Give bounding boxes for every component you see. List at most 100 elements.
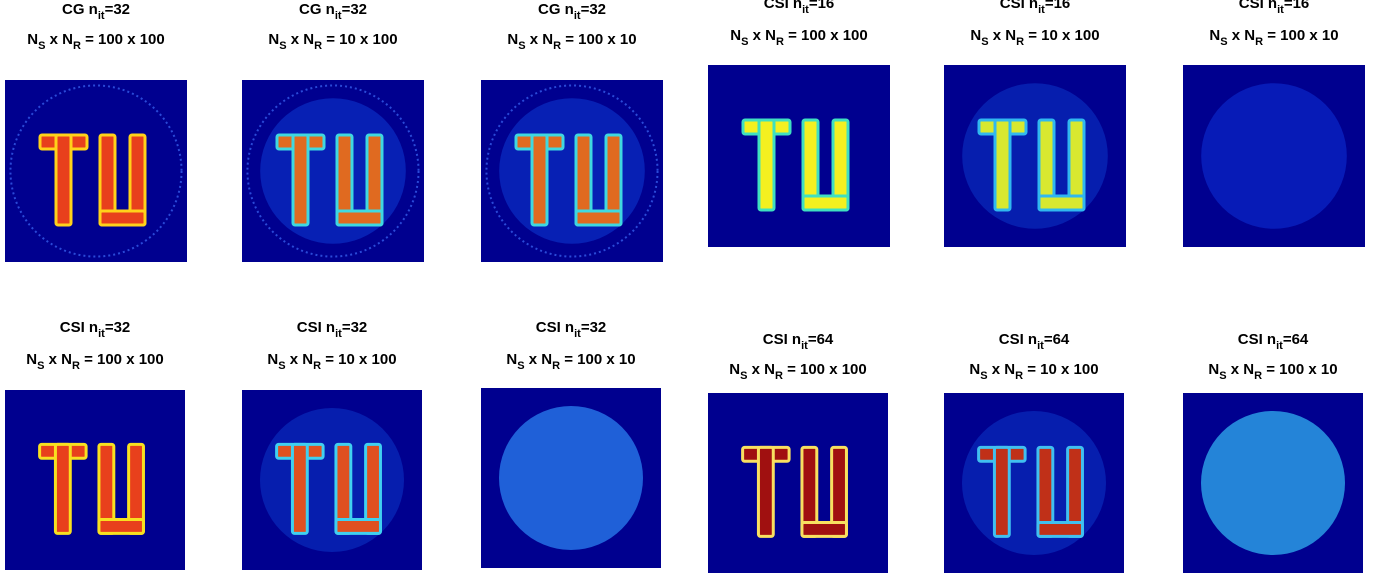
title-text: = 100 x 100 bbox=[81, 31, 165, 48]
image-letter bbox=[336, 520, 381, 534]
title-text: =32 bbox=[581, 319, 606, 336]
title-subscript: R bbox=[776, 36, 784, 48]
title-text: CSI n bbox=[764, 0, 802, 12]
title-text: CSI n bbox=[763, 331, 801, 348]
title-text: = 100 x 100 bbox=[784, 27, 868, 44]
title-text: = 100 x 100 bbox=[80, 351, 164, 368]
panel-title: CG nit=32 bbox=[538, 1, 606, 22]
title-subscript: R bbox=[1255, 36, 1263, 48]
title-subscript: R bbox=[1254, 370, 1262, 382]
image-background bbox=[708, 393, 888, 573]
panel-title: CSI nit=64 bbox=[999, 331, 1070, 352]
image-background bbox=[5, 390, 185, 570]
image-background bbox=[708, 65, 890, 247]
title-subscript: S bbox=[980, 370, 987, 382]
title-text: = 100 x 100 bbox=[783, 361, 867, 378]
title-subscript: S bbox=[741, 36, 748, 48]
image-letter bbox=[576, 211, 621, 225]
image-letter bbox=[56, 135, 71, 225]
image-letter bbox=[1039, 196, 1084, 210]
image-letter bbox=[100, 211, 145, 225]
image-letter bbox=[802, 523, 847, 537]
title-text: =16 bbox=[809, 0, 834, 12]
title-text: CSI n bbox=[536, 319, 574, 336]
title-text: N bbox=[507, 31, 518, 48]
title-text: x N bbox=[1227, 361, 1255, 378]
title-text: N bbox=[267, 351, 278, 368]
title-text: CG n bbox=[538, 1, 574, 18]
title-text: =16 bbox=[1045, 0, 1070, 12]
title-text: N bbox=[1208, 361, 1219, 378]
title-subscript: S bbox=[279, 40, 286, 52]
title-text: N bbox=[1209, 27, 1220, 44]
title-text: N bbox=[730, 27, 741, 44]
panel-title: NS x NR = 100 x 10 bbox=[1208, 361, 1337, 382]
image-letter bbox=[758, 447, 773, 536]
image-background bbox=[5, 80, 187, 262]
panel-title: NS x NR = 100 x 10 bbox=[506, 351, 635, 372]
panel: CSI nit=32 NS x NR = 100 x 10 bbox=[481, 319, 661, 568]
title-subscript: S bbox=[37, 360, 44, 372]
title-text: CSI n bbox=[1238, 331, 1276, 348]
title-text: CSI n bbox=[297, 319, 335, 336]
title-text: x N bbox=[44, 351, 72, 368]
title-subscript: R bbox=[73, 40, 81, 52]
title-text: =32 bbox=[342, 319, 367, 336]
panel-title: NS x NR = 10 x 100 bbox=[969, 361, 1098, 382]
title-text: = 100 x 10 bbox=[1263, 27, 1338, 44]
title-text: =64 bbox=[1044, 331, 1070, 348]
panel-title: NS x NR = 10 x 100 bbox=[267, 351, 396, 372]
title-text: = 100 x 10 bbox=[561, 31, 636, 48]
panel-title: CSI nit=16 bbox=[764, 0, 835, 16]
title-subscript: R bbox=[1016, 36, 1024, 48]
title-subscript: R bbox=[775, 370, 783, 382]
panel: CSI nit=32 NS x NR = 100 x 100 bbox=[5, 319, 185, 570]
title-text: =32 bbox=[342, 1, 367, 18]
title-text: N bbox=[268, 31, 279, 48]
panel-title: CSI nit=16 bbox=[1239, 0, 1310, 16]
title-text: x N bbox=[286, 351, 314, 368]
image-letter bbox=[293, 135, 308, 225]
image-letter bbox=[292, 444, 307, 533]
title-text: =64 bbox=[808, 331, 834, 348]
title-text: = 10 x 100 bbox=[1023, 361, 1098, 378]
title-text: x N bbox=[526, 31, 554, 48]
panel-title: CSI nit=32 bbox=[297, 319, 368, 340]
title-subscript: S bbox=[1220, 36, 1227, 48]
title-text: x N bbox=[287, 31, 315, 48]
panel: CSI nit=64 NS x NR = 10 x 100 bbox=[944, 331, 1124, 573]
image-blob bbox=[260, 98, 406, 244]
panel-title: CG nit=32 bbox=[62, 1, 130, 22]
panel-title: NS x NR = 100 x 100 bbox=[26, 351, 163, 372]
title-text: N bbox=[26, 351, 37, 368]
panel-title: CG nit=32 bbox=[299, 1, 367, 22]
title-subscript: R bbox=[553, 40, 561, 52]
title-text: =32 bbox=[105, 1, 130, 18]
title-text: CG n bbox=[62, 1, 98, 18]
image-letter bbox=[1038, 523, 1083, 537]
image-letter bbox=[759, 120, 774, 210]
title-subscript: S bbox=[981, 36, 988, 48]
image-letter bbox=[532, 135, 547, 225]
panel-title: CSI nit=32 bbox=[536, 319, 607, 340]
figure: CG nit=32NS x NR = 100 x 100CG nit=32NS … bbox=[0, 0, 1375, 575]
title-text: N bbox=[729, 361, 740, 378]
title-subscript: S bbox=[517, 360, 524, 372]
title-subscript: R bbox=[552, 360, 560, 372]
title-text: = 10 x 100 bbox=[1024, 27, 1099, 44]
panel-title: NS x NR = 10 x 100 bbox=[268, 31, 397, 52]
panel: CSI nit=64NS x NR = 100 x 100 bbox=[708, 331, 888, 573]
title-subscript: S bbox=[1219, 370, 1226, 382]
title-text: =64 bbox=[1283, 331, 1309, 348]
image-blob bbox=[962, 411, 1106, 555]
image-letter bbox=[55, 444, 70, 533]
title-text: CG n bbox=[299, 1, 335, 18]
title-text: = 10 x 100 bbox=[322, 31, 397, 48]
title-subscript: R bbox=[72, 360, 80, 372]
panel-title: CSI nit=32 bbox=[60, 319, 131, 340]
title-text: = 10 x 100 bbox=[321, 351, 396, 368]
title-text: x N bbox=[747, 361, 775, 378]
